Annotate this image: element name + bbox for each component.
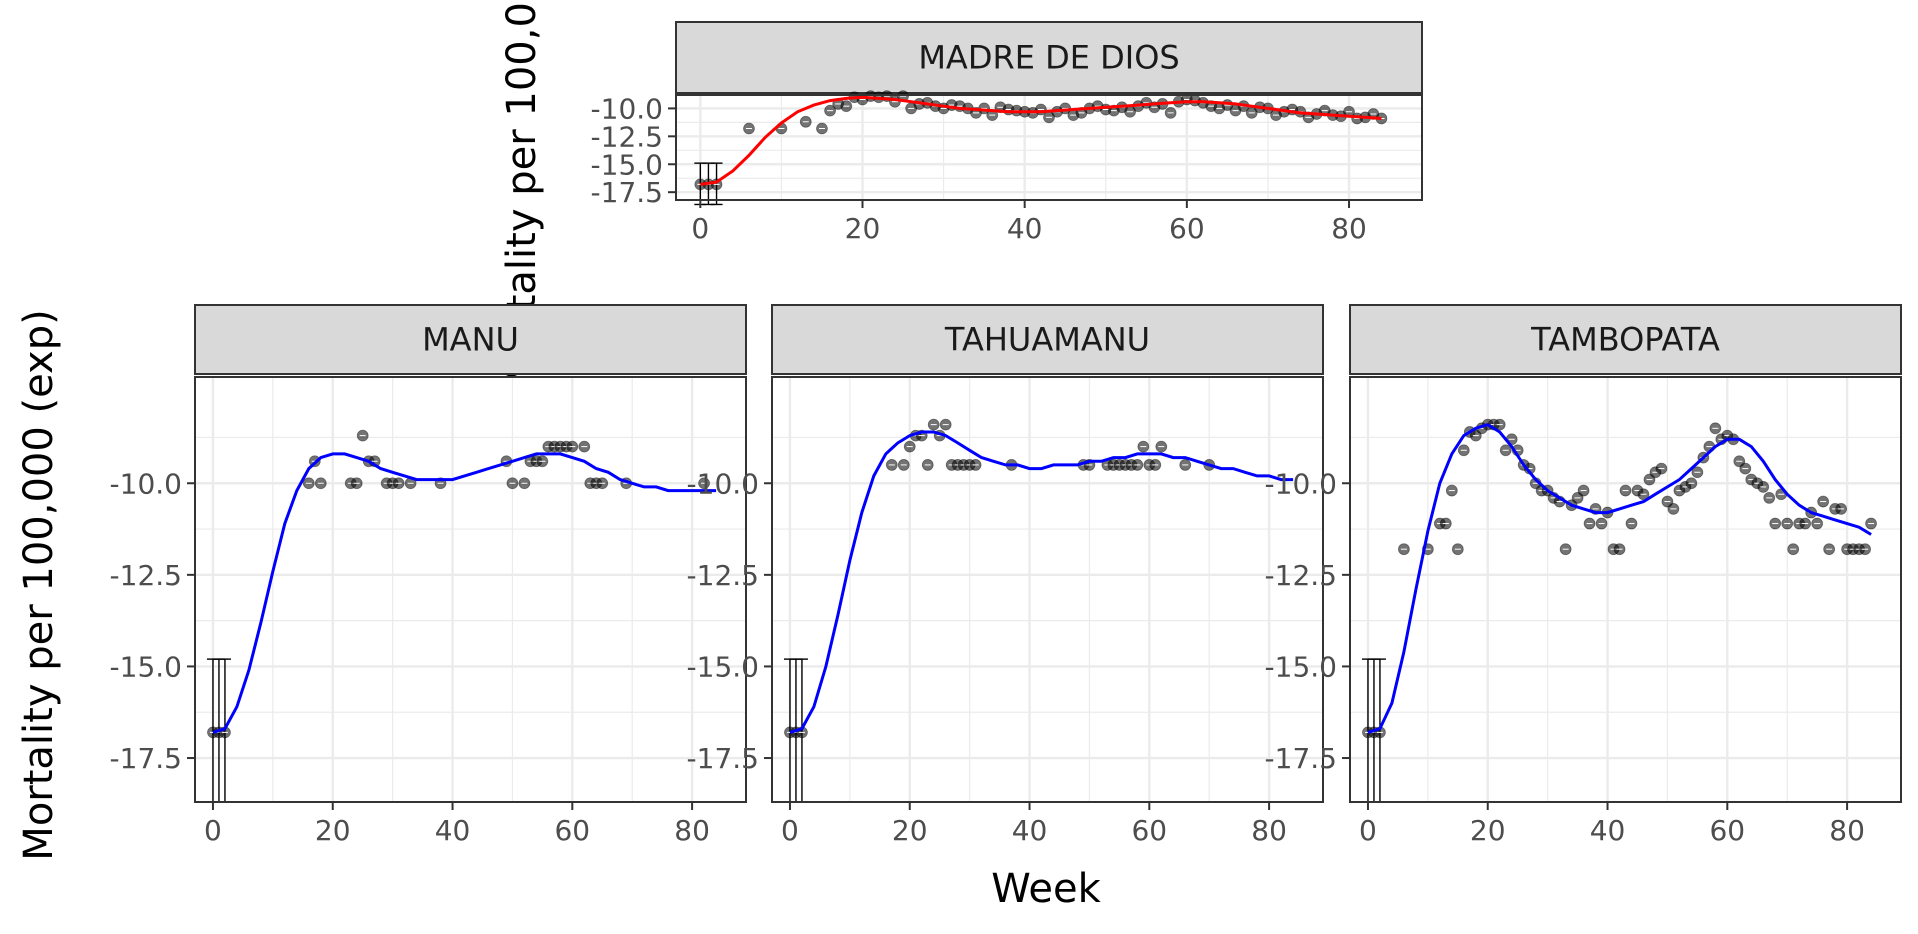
y-tick-label: -15.0	[591, 148, 663, 181]
y-axis-title: Mortality per 100,000 (exp)	[16, 309, 62, 860]
smooth-line	[789, 430, 1294, 734]
facet-panel: MANU 0 20 40 60 80 -17.5 -15.0 -12.5 -10.0	[110, 304, 747, 847]
smooth-line	[700, 95, 1382, 186]
facet-strip	[675, 21, 1423, 94]
facet-label: MANU	[422, 321, 519, 359]
y-tick-label: -15.0	[1265, 650, 1337, 683]
facet-strip	[1349, 304, 1902, 375]
data-layer	[1361, 418, 1877, 802]
y-tick-label: -12.5	[687, 559, 759, 592]
x-tick-label: 60	[1131, 814, 1167, 847]
data-layer	[206, 429, 717, 802]
smooth-line	[1367, 422, 1872, 734]
x-tick-label: 0	[204, 814, 222, 847]
facet-panel: TAMBOPATA 0 20 40 60 80 -17.5 -15.0 -12.5 -10.0	[1265, 304, 1902, 847]
x-axis-title: Week	[991, 866, 1101, 912]
x-tick-label: 60	[1169, 212, 1205, 245]
x-tick-label: 20	[315, 814, 351, 847]
facet-panel: TAHUAMANU 0 20 40 60 80 -17.5 -15.0 -12.5 -10.0	[687, 304, 1324, 847]
x-tick-label: 40	[1007, 212, 1043, 245]
x-tick-label: 20	[845, 212, 881, 245]
y-tick-label: -10.0	[1265, 467, 1337, 500]
x-tick-label: 0	[1359, 814, 1377, 847]
y-tick-label: -15.0	[110, 650, 182, 683]
y-tick-label: -17.5	[687, 742, 759, 775]
y-tick-label: -12.5	[591, 120, 663, 153]
panel-background	[195, 377, 746, 802]
x-tick-label: 60	[554, 814, 590, 847]
panel-border	[675, 94, 1423, 201]
x-tick-label: 80	[1331, 212, 1367, 245]
y-tick-label: -17.5	[1265, 742, 1337, 775]
panel-border	[771, 376, 1324, 803]
facet-strip	[194, 304, 747, 375]
panel-border	[194, 376, 747, 803]
smooth-line	[212, 452, 717, 734]
facet-label: MADRE DE DIOS	[918, 39, 1179, 77]
x-tick-label: 40	[435, 814, 471, 847]
x-tick-label: 20	[1470, 814, 1506, 847]
y-tick-label: -10.0	[110, 467, 182, 500]
data-layer	[783, 418, 1294, 802]
y-tick-label: -10.0	[591, 92, 663, 125]
x-tick-label: 80	[1251, 814, 1287, 847]
y-tick-label: -12.5	[1265, 559, 1337, 592]
x-tick-label: 20	[892, 814, 928, 847]
panel-background	[772, 377, 1323, 802]
y-tick-label: -17.5	[110, 742, 182, 775]
facet-label: TAHUAMANU	[944, 321, 1150, 359]
y-tick-label: -17.5	[591, 176, 663, 209]
y-tick-label: -10.0	[687, 467, 759, 500]
panel-border	[1349, 376, 1902, 803]
y-tick-label: -12.5	[110, 559, 182, 592]
x-tick-label: 80	[674, 814, 710, 847]
panel-background	[1350, 377, 1901, 802]
x-tick-label: 40	[1012, 814, 1048, 847]
facet-strip	[771, 304, 1324, 375]
x-tick-label: 40	[1590, 814, 1626, 847]
data-layer	[694, 90, 1388, 206]
x-tick-label: 60	[1709, 814, 1745, 847]
facet-label: TAMBOPATA	[1530, 321, 1720, 359]
y-tick-label: -15.0	[687, 650, 759, 683]
x-tick-label: 80	[1829, 814, 1865, 847]
x-tick-label: 0	[781, 814, 799, 847]
x-tick-label: 0	[691, 212, 709, 245]
facet-panel: MADRE DE DIOS 0 20 40 60 80 -17.5-15.0-12.5-10…	[591, 21, 1423, 245]
